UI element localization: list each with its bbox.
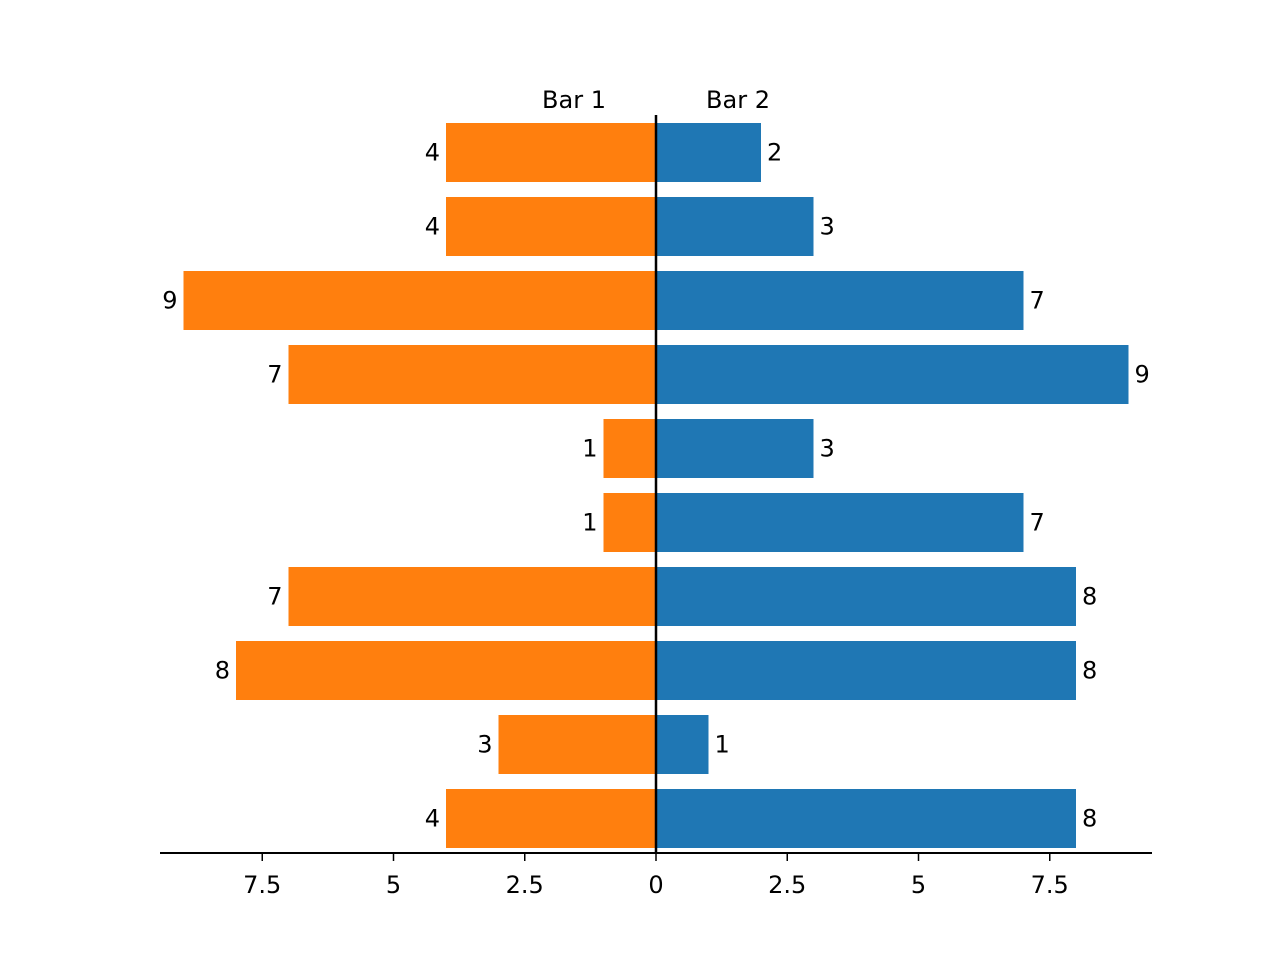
bar-2-bar bbox=[656, 789, 1076, 848]
bar-1-value-label: 8 bbox=[215, 657, 230, 685]
bar-1-bar bbox=[288, 345, 656, 404]
bar-2-bar bbox=[656, 567, 1076, 626]
bar-1-bar bbox=[603, 419, 656, 478]
bar-2-value-label: 7 bbox=[1030, 287, 1045, 315]
bar-2-value-label: 3 bbox=[820, 435, 835, 463]
x-tick-label: 2.5 bbox=[506, 871, 544, 899]
series-header-bar-1: Bar 1 bbox=[542, 86, 606, 114]
axes bbox=[160, 115, 1152, 854]
bar-2-bar bbox=[656, 197, 814, 256]
bar-2-value-label: 8 bbox=[1082, 583, 1097, 611]
bar-1-bar bbox=[498, 715, 656, 774]
bar-1-bar bbox=[446, 197, 656, 256]
bar-1-value-label: 9 bbox=[162, 287, 177, 315]
bar-1-value-label: 4 bbox=[425, 805, 440, 833]
bar-2-value-label: 8 bbox=[1082, 657, 1097, 685]
x-axis-ticks: 7.5 5 2.5 0 2.5 5 7.5 bbox=[243, 853, 1069, 899]
bar-2-value-label: 9 bbox=[1135, 361, 1150, 389]
x-tick-label: 5 bbox=[911, 871, 926, 899]
bar-1-value-label: 1 bbox=[582, 435, 597, 463]
bar-2-bar bbox=[656, 715, 709, 774]
data-labels: 4 4 9 7 1 1 7 8 3 4 2 3 7 9 3 7 8 8 1 8 bbox=[162, 139, 1150, 833]
bar-1-bar bbox=[603, 493, 656, 552]
x-tick-label: 2.5 bbox=[768, 871, 806, 899]
bar-1-value-label: 7 bbox=[267, 361, 282, 389]
bar-2-value-label: 2 bbox=[767, 139, 782, 167]
x-tick-label: 5 bbox=[386, 871, 401, 899]
series-header-bar-2: Bar 2 bbox=[706, 86, 770, 114]
bar-1-bar bbox=[236, 641, 656, 700]
bar-2-bar bbox=[656, 123, 761, 182]
bar-1-bar bbox=[446, 123, 656, 182]
bar-1-series bbox=[183, 123, 656, 848]
bar-2-value-label: 8 bbox=[1082, 805, 1097, 833]
x-tick-label: 0 bbox=[648, 871, 663, 899]
bar-1-bar bbox=[446, 789, 656, 848]
bar-2-bar bbox=[656, 271, 1024, 330]
bar-1-value-label: 4 bbox=[425, 139, 440, 167]
x-tick-label: 7.5 bbox=[1031, 871, 1069, 899]
bar-1-value-label: 7 bbox=[267, 583, 282, 611]
x-tick-label: 7.5 bbox=[243, 871, 281, 899]
bar-2-bar bbox=[656, 641, 1076, 700]
bar-1-value-label: 4 bbox=[425, 213, 440, 241]
bar-2-bar bbox=[656, 419, 814, 478]
bar-2-series bbox=[656, 123, 1129, 848]
bar-2-value-label: 3 bbox=[820, 213, 835, 241]
bar-2-bar bbox=[656, 493, 1024, 552]
bar-2-value-label: 1 bbox=[715, 731, 730, 759]
bar-1-bar bbox=[288, 567, 656, 626]
bar-1-value-label: 1 bbox=[582, 509, 597, 537]
bar-1-value-label: 3 bbox=[477, 731, 492, 759]
bar-2-bar bbox=[656, 345, 1129, 404]
bar-2-value-label: 7 bbox=[1030, 509, 1045, 537]
bar-1-bar bbox=[183, 271, 656, 330]
